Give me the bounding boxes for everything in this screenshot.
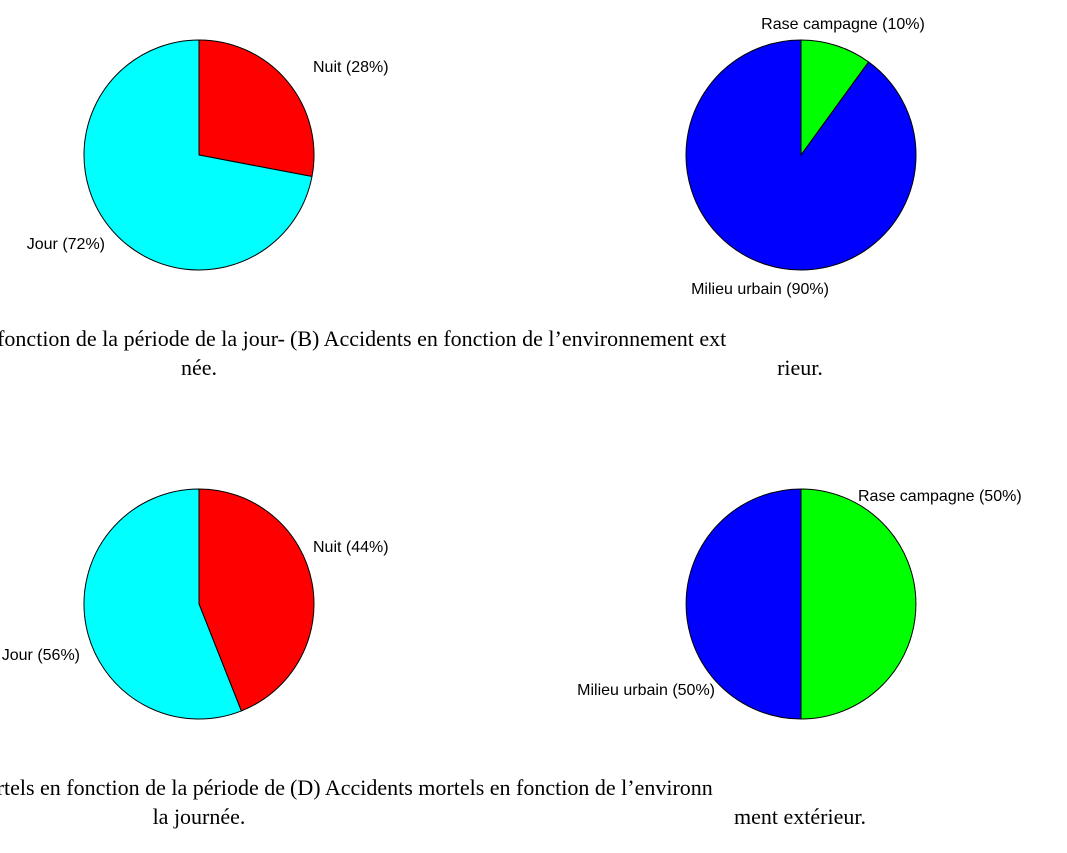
caption: rieur. (777, 355, 823, 380)
pie-slice (198, 39, 315, 178)
caption: la journée. (153, 804, 246, 829)
pie-slice (198, 488, 315, 712)
slice-label: Rase campagne (10%) (761, 16, 925, 33)
slice-label: Jour (72%) (27, 236, 105, 253)
caption: née. (181, 355, 217, 380)
pie-slice (83, 488, 242, 720)
pie-slice (800, 488, 917, 720)
pie-slice (685, 39, 917, 271)
slice-label: Jour (56%) (2, 647, 80, 664)
caption: dents en fonction de la période de la jo… (0, 326, 285, 351)
slice-label: Rase campagne (50%) (858, 488, 1022, 505)
caption: (D) Accidents mortels en fonction de l’e… (290, 775, 713, 800)
caption: dents mortels en fonction de la période … (0, 775, 285, 800)
caption: ment extérieur. (734, 804, 866, 829)
pie-slice (800, 39, 870, 157)
slice-label: Milieu urbain (50%) (577, 682, 715, 699)
slice-label: Milieu urbain (90%) (691, 281, 829, 298)
pie-slice (83, 39, 313, 271)
slice-label: Nuit (44%) (313, 539, 389, 556)
pie-slice (685, 488, 802, 720)
caption: (B) Accidents en fonction de l’environne… (290, 326, 726, 351)
slice-label: Nuit (28%) (313, 59, 389, 76)
